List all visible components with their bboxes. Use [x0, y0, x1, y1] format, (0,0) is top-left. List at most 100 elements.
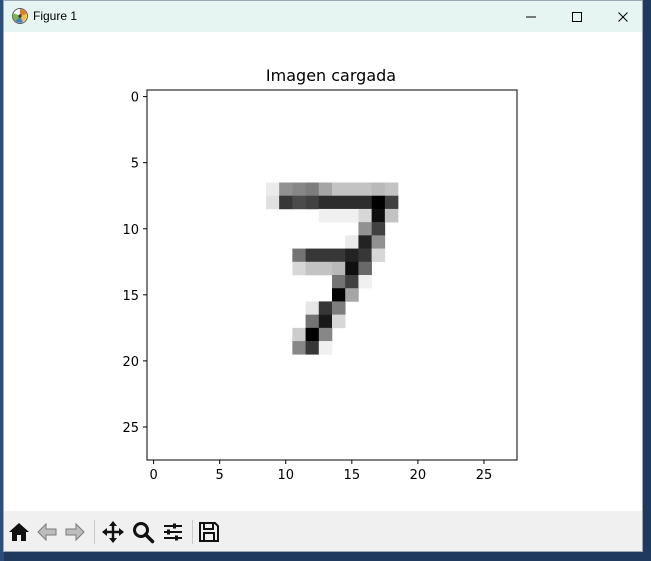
maximize-icon: [572, 11, 582, 22]
image-pixel: [305, 314, 320, 329]
image-pixel: [332, 208, 346, 223]
image-pixel: [345, 208, 359, 223]
toolbar-separator: [94, 520, 95, 544]
chart-title: Imagen cargada: [266, 66, 396, 85]
image-pixel: [318, 261, 333, 276]
image-pixel: [305, 182, 320, 197]
image-pixel: [318, 195, 333, 210]
desktop-background: [0, 0, 4, 561]
image-pixel: [318, 301, 333, 315]
image-pixel: [345, 261, 359, 276]
maximize-button[interactable]: [554, 1, 600, 32]
image-pixel: [358, 182, 372, 197]
image-pixel: [332, 195, 346, 210]
image-pixel: [318, 327, 333, 342]
image-pixel: [305, 301, 320, 315]
navigation-toolbar: [4, 511, 642, 551]
back-button[interactable]: [34, 519, 60, 545]
x-tick-label: 15: [344, 468, 361, 483]
axis-ticks: 0 5 10 15 20 25 0 5 10 15 20 25: [122, 91, 492, 483]
axes-frame: [146, 89, 518, 461]
image-pixel: [358, 222, 372, 236]
save-button[interactable]: [196, 519, 222, 545]
figure-window: Figure 1 Imagen cargada 0 5 10 15 20 25 0 5 10 15…: [3, 0, 643, 552]
image-pixel: [305, 195, 320, 210]
image-pixel: [332, 301, 346, 315]
image-pixel: [305, 261, 320, 276]
home-icon: [9, 523, 29, 541]
image-pixel: [279, 195, 293, 210]
x-tick-label: 25: [476, 468, 493, 483]
minimize-icon: [526, 16, 536, 17]
image-pixel: [358, 261, 372, 276]
close-icon: [618, 11, 628, 22]
y-tick-label: 10: [122, 223, 139, 238]
image-pixel: [332, 275, 346, 289]
forward-button[interactable]: [62, 519, 88, 545]
image-pixel: [305, 248, 320, 263]
image-pixel: [318, 314, 333, 329]
image-pixel: [358, 248, 372, 263]
figure-canvas[interactable]: Imagen cargada 0 5 10 15 20 25 0 5 10 15 20 25: [4, 32, 642, 511]
image-pixel: [358, 195, 372, 210]
image-pixel: [265, 195, 280, 210]
image-pixel: [384, 208, 399, 223]
image-pixel: [358, 275, 372, 289]
image-pixel: [384, 182, 399, 197]
image-pixel: [332, 314, 346, 329]
image-pixel: [345, 235, 359, 249]
x-tick-label: 0: [149, 468, 157, 483]
image-pixel: [345, 248, 359, 263]
y-tick-label: 5: [131, 157, 139, 172]
image-pixel: [371, 222, 386, 236]
y-tick-label: 0: [131, 91, 139, 106]
image-pixel: [332, 182, 346, 197]
image-pixel: [292, 195, 306, 210]
image-pixel: [345, 288, 359, 302]
toolbar-separator: [192, 520, 193, 544]
y-tick-label: 25: [122, 421, 139, 436]
home-button[interactable]: [6, 519, 32, 545]
image-plot: Imagen cargada 0 5 10 15 20 25 0 5 10 15 20 25: [122, 66, 518, 483]
image-pixel: [345, 195, 359, 210]
image-pixel: [318, 208, 333, 223]
window-title: Figure 1: [33, 9, 78, 23]
zoom-button[interactable]: [130, 519, 156, 545]
configure-subplots-button[interactable]: [160, 519, 186, 545]
y-tick-label: 15: [122, 289, 139, 304]
image-pixel: [318, 248, 333, 263]
image-pixels: [147, 90, 517, 460]
close-button[interactable]: [600, 1, 646, 32]
image-pixel: [292, 341, 306, 355]
image-pixel: [371, 208, 386, 223]
image-pixel: [371, 235, 386, 249]
image-pixel: [292, 248, 306, 263]
image-pixel: [371, 195, 386, 210]
image-pixel: [332, 288, 346, 302]
title-bar[interactable]: Figure 1: [4, 1, 642, 32]
image-pixel: [358, 208, 372, 223]
image-pixel: [345, 182, 359, 197]
back-arrow-icon: [37, 522, 57, 542]
image-pixel: [318, 182, 333, 197]
image-pixel: [332, 248, 346, 263]
image-pixel: [384, 195, 399, 210]
pan-move-icon: [102, 521, 124, 543]
image-pixel: [292, 327, 306, 342]
image-pixel: [358, 235, 372, 249]
forward-arrow-icon: [65, 522, 85, 542]
configure-subplots-icon: [164, 523, 182, 541]
image-pixel: [279, 182, 293, 197]
image-pixel: [371, 182, 386, 197]
x-tick-label: 20: [410, 468, 427, 483]
x-tick-label: 5: [216, 468, 224, 483]
pan-button[interactable]: [100, 519, 126, 545]
minimize-button[interactable]: [508, 1, 554, 32]
image-pixel: [292, 182, 306, 197]
zoom-magnifier-icon: [133, 522, 155, 544]
image-pixel: [345, 275, 359, 289]
image-pixel: [265, 182, 280, 197]
image-pixel: [305, 341, 320, 355]
save-floppy-icon: [199, 522, 219, 542]
image-pixel: [292, 261, 306, 276]
